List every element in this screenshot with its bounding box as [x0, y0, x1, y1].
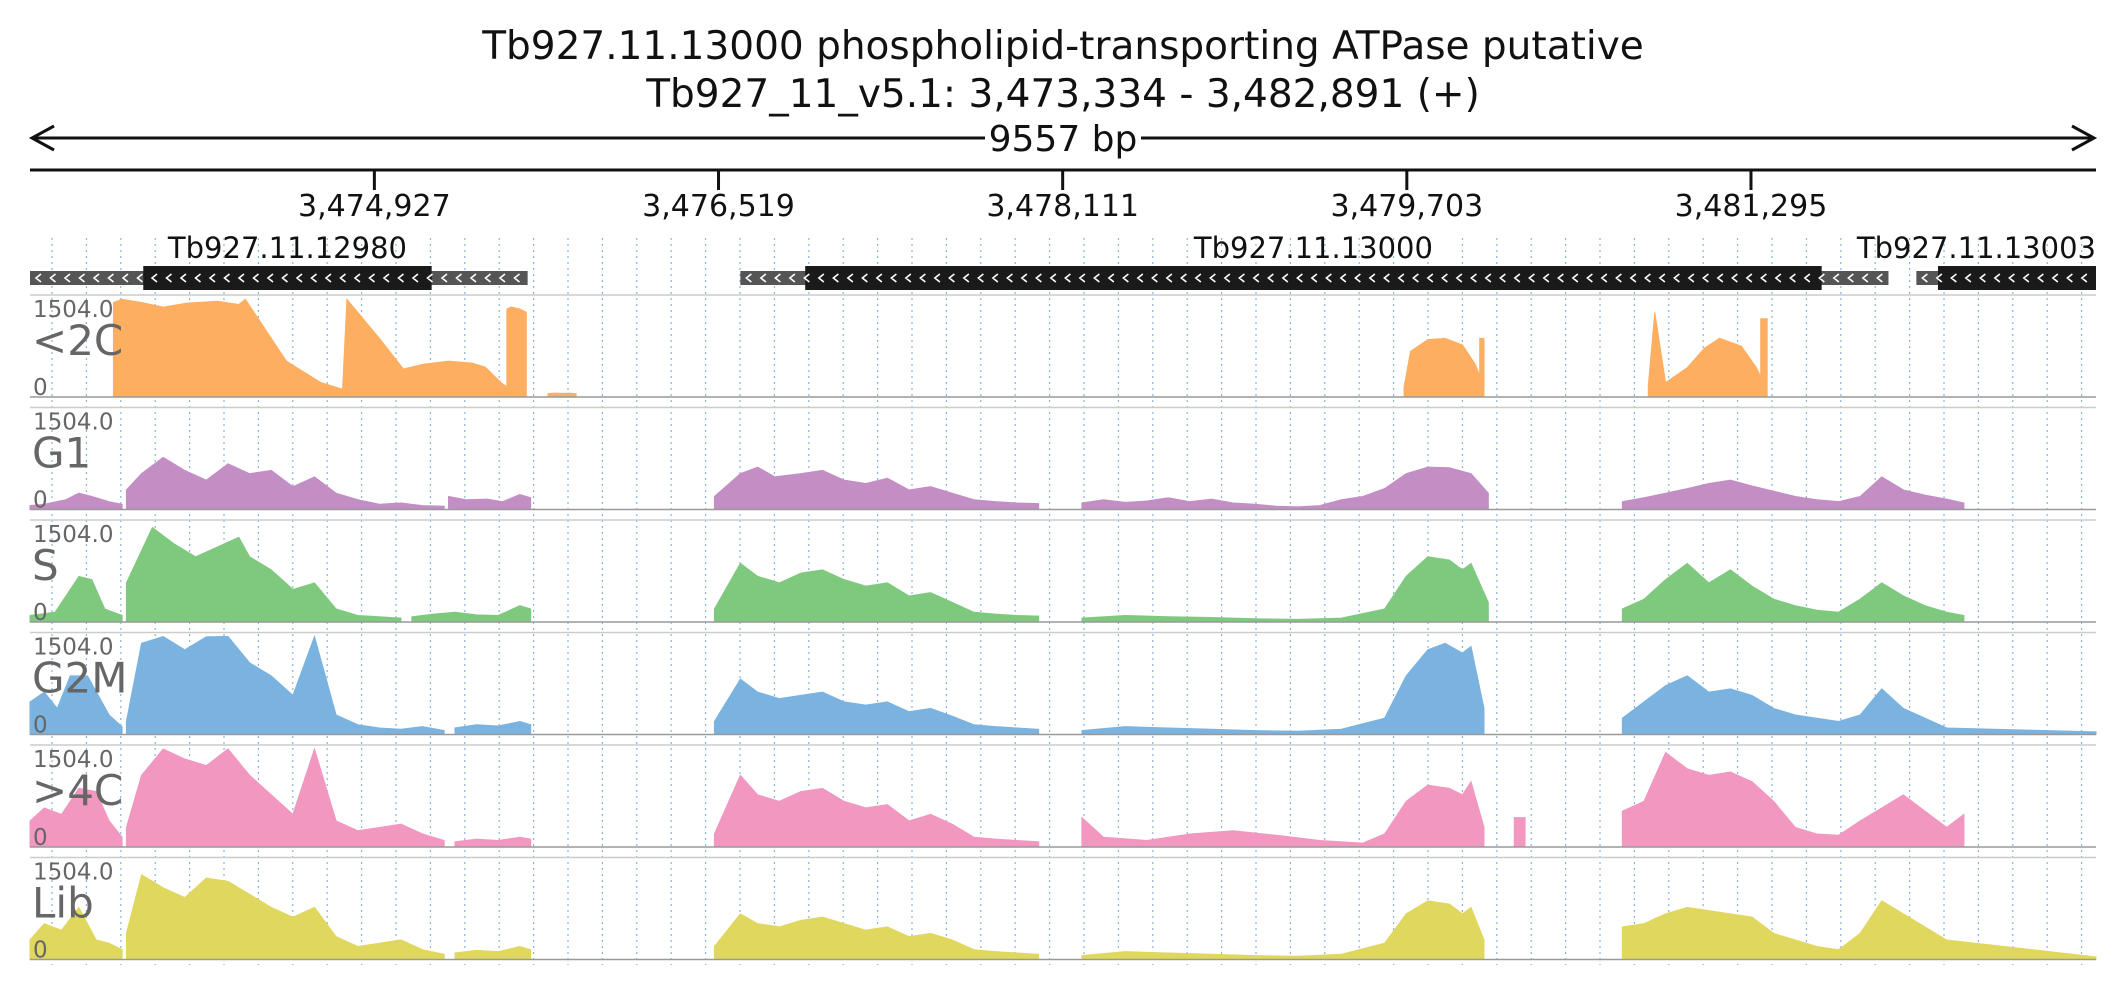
coverage-area [1513, 817, 1526, 848]
coverage-area [29, 787, 123, 848]
track-label: >4C [32, 766, 123, 815]
track-scale-min: 0 [33, 938, 48, 964]
coverage-tracks: 1504.00<2C1504.00G11504.00S1504.00G2M150… [29, 294, 2097, 964]
coverage-track: 1504.0 0 G2M [29, 631, 2097, 739]
coverage-track: 1504.0 0 G1 [29, 406, 2096, 514]
coverage-area [1647, 312, 1766, 398]
chart-subtitle: Tb927_11_v5.1: 3,473,334 - 3,482,891 (+) [645, 72, 1480, 117]
coverage-area [448, 493, 532, 510]
gene-cds [1937, 266, 2096, 290]
track-scale-max: 1504.0 [33, 747, 113, 773]
coverage-area [29, 675, 123, 735]
span-length-label: 9557 bp [989, 119, 1138, 160]
coverage-area [1621, 675, 2097, 735]
coverage-area [125, 456, 445, 510]
track-scale-min: 0 [33, 600, 48, 626]
span-arrow-right [2071, 124, 2098, 152]
coverage-area [125, 634, 445, 735]
coverage-area [1479, 337, 1485, 398]
coverage-area [713, 913, 1040, 960]
track-scale-max: 1504.0 [33, 297, 113, 323]
track-scale-min: 0 [33, 825, 48, 851]
gene-model: Tb927.11.13003 [1856, 231, 2096, 290]
gene-name: Tb927.11.13000 [1193, 231, 1433, 265]
coverage-area [125, 874, 445, 960]
coverage-area [1081, 556, 1489, 623]
track-scale-max: 1504.0 [33, 860, 113, 886]
axis-tick-label: 3,479,703 [1330, 189, 1483, 224]
coverage-area [125, 747, 445, 848]
coverage-track: 1504.0 0 S [29, 519, 2096, 626]
coverage-area [29, 492, 123, 510]
axis-tick-label: 3,474,927 [298, 189, 451, 224]
coverage-area [713, 678, 1040, 735]
track-label: <2C [32, 316, 123, 365]
gene-track: Tb927.11.12980 Tb927.11.13000 Tb927.11.130… [30, 231, 2096, 290]
gene-cds [143, 266, 432, 290]
coverage-area [1621, 476, 1965, 510]
strand-chevron [745, 273, 1883, 283]
axis-tick-label: 3,481,295 [1675, 189, 1828, 224]
track-label: Lib [32, 879, 94, 928]
axis-tick-label: 3,476,519 [642, 189, 795, 224]
track-scale-min: 0 [33, 375, 48, 401]
coverage-area [1081, 780, 1485, 848]
coverage-area [125, 526, 402, 623]
coverage-area [1403, 337, 1485, 398]
coverage-area [1081, 900, 1485, 960]
coverage-area [713, 466, 1040, 510]
track-label: S [32, 541, 59, 590]
coverage-area [1621, 562, 1965, 623]
coverage-area [713, 774, 1040, 848]
strand-chevron [1921, 273, 2088, 283]
coverage-area [1760, 318, 1768, 398]
track-label: G2M [32, 654, 128, 703]
coverage-area [1081, 466, 1489, 510]
gene-model: Tb927.11.13000 [740, 231, 1889, 290]
coverage-track: 1504.0 0 >4C [29, 744, 2096, 851]
strand-chevron [34, 273, 520, 283]
gene-cds [805, 266, 1822, 290]
coverage-area [29, 575, 123, 623]
coverage-area [454, 836, 532, 848]
track-scale-min: 0 [33, 488, 48, 514]
coverage-area [713, 562, 1040, 623]
coverage-area [506, 306, 527, 398]
coverage-area [1081, 642, 1485, 735]
coverage-area [1621, 751, 1965, 848]
axis-tick-label: 3,478,111 [986, 189, 1139, 224]
track-label: G1 [32, 429, 91, 478]
span-arrow-left [28, 124, 55, 152]
span-ruler: 9557 bp [28, 119, 2098, 160]
position-axis: 3,474,927 3,476,519 3,478,111 3,479,703 3,48… [30, 168, 2096, 224]
coverage-area [454, 720, 532, 735]
track-scale-max: 1504.0 [33, 410, 113, 436]
coverage-track: 1504.0 0 <2C [30, 294, 2096, 401]
track-scale-max: 1504.0 [33, 522, 113, 548]
coverage-area [1621, 900, 2097, 960]
gene-model: Tb927.11.12980 [30, 231, 528, 290]
gene-name: Tb927.11.12980 [167, 231, 407, 265]
coverage-area [411, 605, 532, 623]
coverage-area [454, 945, 532, 960]
chart-title: Tb927.11.13000 phospholipid-transporting… [481, 24, 1644, 69]
gene-name: Tb927.11.13003 [1856, 231, 2096, 265]
track-scale-min: 0 [33, 713, 48, 739]
coverage-area [29, 906, 123, 960]
track-scale-max: 1504.0 [33, 635, 113, 661]
coverage-track: 1504.0 0 Lib [29, 856, 2097, 964]
